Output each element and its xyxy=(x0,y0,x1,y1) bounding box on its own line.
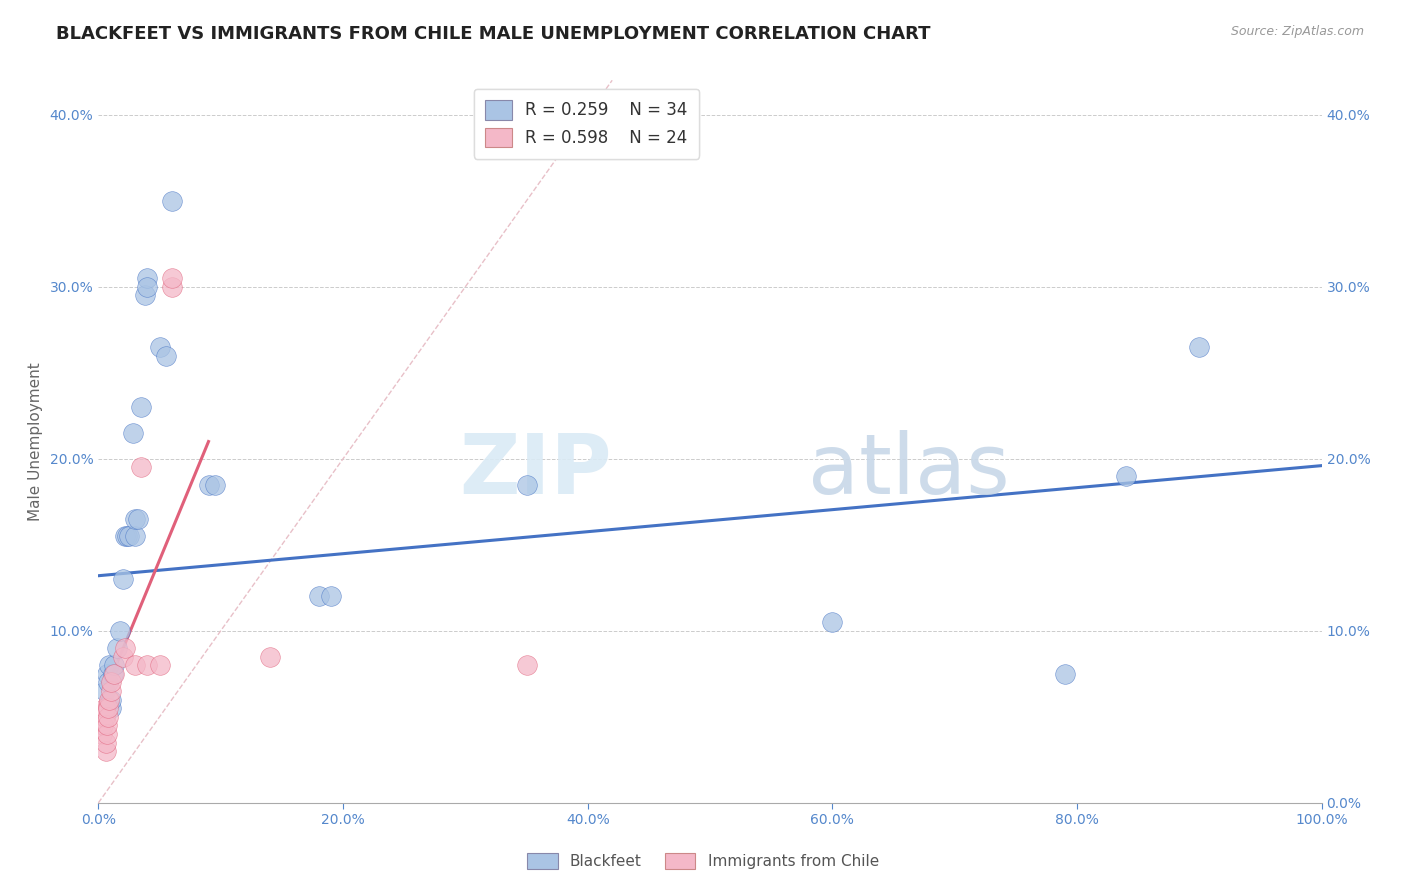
Point xyxy=(97,675,120,690)
Point xyxy=(93,710,115,724)
Point xyxy=(124,658,146,673)
Point xyxy=(114,529,136,543)
Point xyxy=(197,477,219,491)
Point xyxy=(160,194,183,208)
Text: Source: ZipAtlas.com: Source: ZipAtlas.com xyxy=(1230,25,1364,38)
Point xyxy=(96,727,118,741)
Text: atlas: atlas xyxy=(808,430,1010,511)
Point xyxy=(100,684,122,698)
Point xyxy=(136,271,159,285)
Point xyxy=(121,425,143,440)
Point xyxy=(114,640,136,655)
Point xyxy=(100,692,122,706)
Point xyxy=(160,279,183,293)
Point xyxy=(93,684,115,698)
Point xyxy=(124,529,146,543)
Point xyxy=(1053,666,1076,681)
Point xyxy=(93,701,115,715)
Point xyxy=(91,718,114,732)
Point xyxy=(103,658,125,673)
Point xyxy=(204,477,226,491)
Point xyxy=(96,718,118,732)
Point xyxy=(110,624,132,638)
Point xyxy=(115,529,138,543)
Point xyxy=(149,340,172,354)
Point xyxy=(136,279,159,293)
Point xyxy=(136,658,159,673)
Point xyxy=(821,615,844,630)
Y-axis label: Male Unemployment: Male Unemployment xyxy=(28,362,42,521)
Point xyxy=(105,640,128,655)
Point xyxy=(149,658,172,673)
Point xyxy=(94,735,117,749)
Point xyxy=(127,512,149,526)
Point xyxy=(129,460,152,475)
Point xyxy=(94,744,117,758)
Point xyxy=(100,675,122,690)
Point xyxy=(134,288,156,302)
Point xyxy=(103,666,125,681)
Point xyxy=(98,692,121,706)
Point xyxy=(97,701,120,715)
Point xyxy=(118,529,141,543)
Point xyxy=(98,658,121,673)
Point xyxy=(124,512,146,526)
Text: ZIP: ZIP xyxy=(460,430,612,511)
Legend: R = 0.259    N = 34, R = 0.598    N = 24: R = 0.259 N = 34, R = 0.598 N = 24 xyxy=(474,88,699,159)
Point xyxy=(129,400,152,414)
Point xyxy=(1188,340,1211,354)
Point xyxy=(111,572,134,586)
Point xyxy=(515,658,537,673)
Point xyxy=(259,649,281,664)
Point xyxy=(160,271,183,285)
Point xyxy=(111,649,134,664)
Point xyxy=(101,666,124,681)
Point xyxy=(96,666,118,681)
Point xyxy=(97,710,120,724)
Point xyxy=(319,590,342,604)
Point xyxy=(91,727,114,741)
Text: BLACKFEET VS IMMIGRANTS FROM CHILE MALE UNEMPLOYMENT CORRELATION CHART: BLACKFEET VS IMMIGRANTS FROM CHILE MALE … xyxy=(56,25,931,43)
Point xyxy=(515,477,537,491)
Point xyxy=(100,701,122,715)
Point xyxy=(308,590,330,604)
Point xyxy=(155,349,177,363)
Point xyxy=(1115,469,1137,483)
Legend: Blackfeet, Immigrants from Chile: Blackfeet, Immigrants from Chile xyxy=(522,847,884,875)
